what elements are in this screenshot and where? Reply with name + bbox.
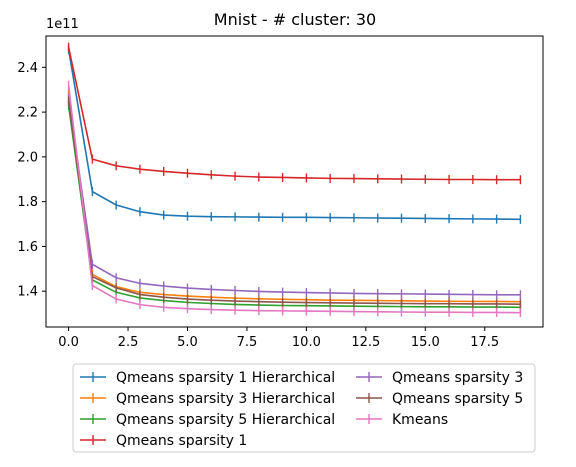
- legend-label: Qmeans sparsity 1 Hierarchical: [116, 370, 335, 386]
- y-tick-label: 2.2: [17, 106, 38, 121]
- y-axis: 1.4 1.6 1.8 2.0 2.2 2.4: [17, 61, 46, 300]
- series-line: [67, 85, 521, 314]
- series-qmeans-sparsity-5-hierarchical: [67, 100, 522, 312]
- x-tick-label: 12.5: [351, 335, 380, 350]
- y-tick-label: 1.6: [17, 240, 38, 255]
- series-line: [67, 98, 521, 296]
- x-axis: 0.0 2.5 5.0 7.5 10.0 12.5 15.0 17.5: [58, 327, 499, 350]
- legend-label: Qmeans sparsity 5 Hierarchical: [116, 412, 335, 428]
- legend-label: Qmeans sparsity 3 Hierarchical: [116, 391, 335, 407]
- legend-item: Kmeans: [356, 412, 448, 428]
- y-tick-label: 1.4: [17, 285, 38, 300]
- series-line: [67, 49, 521, 221]
- series-line: [67, 105, 521, 309]
- legend-label: Qmeans sparsity 5: [392, 391, 523, 407]
- series-layer: [67, 42, 522, 318]
- series-qmeans-sparsity-1-hierarchical: [67, 44, 522, 224]
- legend-label: Qmeans sparsity 3: [392, 370, 523, 386]
- legend-item: Qmeans sparsity 3 Hierarchical: [80, 391, 335, 407]
- series-line: [67, 47, 521, 181]
- legend-box: [72, 363, 536, 453]
- x-tick-label: 5.0: [177, 335, 198, 350]
- legend-item: Qmeans sparsity 5: [356, 391, 523, 407]
- y-tick-label: 1.8: [17, 195, 38, 210]
- legend-label: Kmeans: [392, 412, 448, 428]
- x-tick-label: 7.5: [237, 335, 258, 350]
- series-qmeans-sparsity-3-hierarchical: [67, 87, 522, 307]
- plot-area-frame: [45, 35, 544, 328]
- x-tick-label: 2.5: [118, 335, 139, 350]
- legend-item: Qmeans sparsity 5 Hierarchical: [80, 412, 335, 428]
- series-line: [67, 91, 521, 303]
- y-axis-multiplier: 1e11: [46, 17, 79, 32]
- series-qmeans-sparsity-3: [67, 94, 522, 300]
- series-line: [67, 100, 521, 305]
- legend-item: Qmeans sparsity 1 Hierarchical: [80, 370, 335, 386]
- y-tick-label: 2.4: [17, 61, 38, 76]
- legend-item: Qmeans sparsity 1: [80, 433, 247, 449]
- series-qmeans-sparsity-1: [67, 42, 522, 185]
- x-tick-label: 10.0: [292, 335, 321, 350]
- x-tick-label: 0.0: [58, 335, 79, 350]
- legend: Qmeans sparsity 1 Hierarchical Qmeans spa…: [72, 363, 536, 453]
- series-kmeans: [67, 80, 522, 318]
- legend-item: Qmeans sparsity 3: [356, 370, 523, 386]
- chart-title: Mnist - # cluster: 30: [214, 10, 376, 29]
- legend-label: Qmeans sparsity 1: [116, 433, 247, 449]
- x-tick-label: 15.0: [411, 335, 440, 350]
- x-tick-label: 17.5: [470, 335, 499, 350]
- series-qmeans-sparsity-5: [67, 96, 522, 309]
- y-tick-label: 2.0: [17, 150, 38, 165]
